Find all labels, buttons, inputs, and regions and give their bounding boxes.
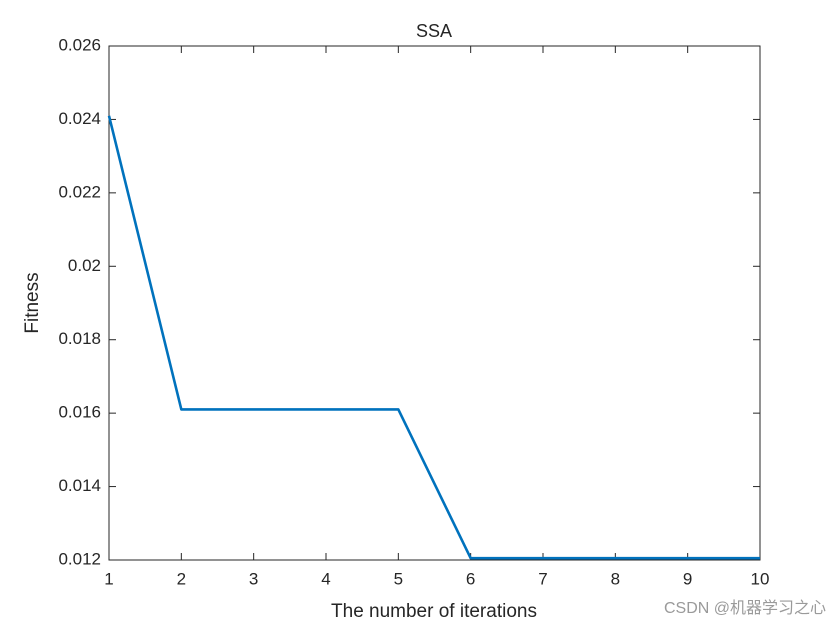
x-axis-label: The number of iterations bbox=[331, 601, 537, 622]
y-tick-label: 0.026 bbox=[58, 35, 101, 54]
y-tick-label: 0.022 bbox=[58, 182, 101, 201]
x-tick-label: 5 bbox=[394, 569, 403, 588]
y-tick-label: 0.018 bbox=[58, 329, 101, 348]
x-tick-label: 9 bbox=[683, 569, 692, 588]
y-tick-label: 0.012 bbox=[58, 549, 101, 568]
y-tick-label: 0.02 bbox=[68, 256, 101, 275]
x-tick-label: 7 bbox=[538, 569, 547, 588]
chart-title: SSA bbox=[416, 21, 452, 41]
y-tick-label: 0.014 bbox=[58, 476, 101, 495]
x-tick-label: 1 bbox=[104, 569, 113, 588]
y-axis-label: Fitness bbox=[22, 272, 43, 333]
line-series bbox=[107, 115, 760, 560]
watermark: CSDN @机器学习之心 bbox=[664, 599, 826, 617]
x-tick-label: 10 bbox=[751, 569, 770, 588]
x-tick-label: 2 bbox=[177, 569, 186, 588]
plot-box bbox=[108, 45, 761, 561]
y-tick-label: 0.016 bbox=[58, 403, 101, 422]
x-tick-label: 6 bbox=[466, 569, 475, 588]
x-tick-label: 3 bbox=[249, 569, 258, 588]
x-tick-label: 4 bbox=[321, 569, 330, 588]
y-tick-label: 0.024 bbox=[58, 109, 101, 128]
x-tick-label: 8 bbox=[611, 569, 620, 588]
